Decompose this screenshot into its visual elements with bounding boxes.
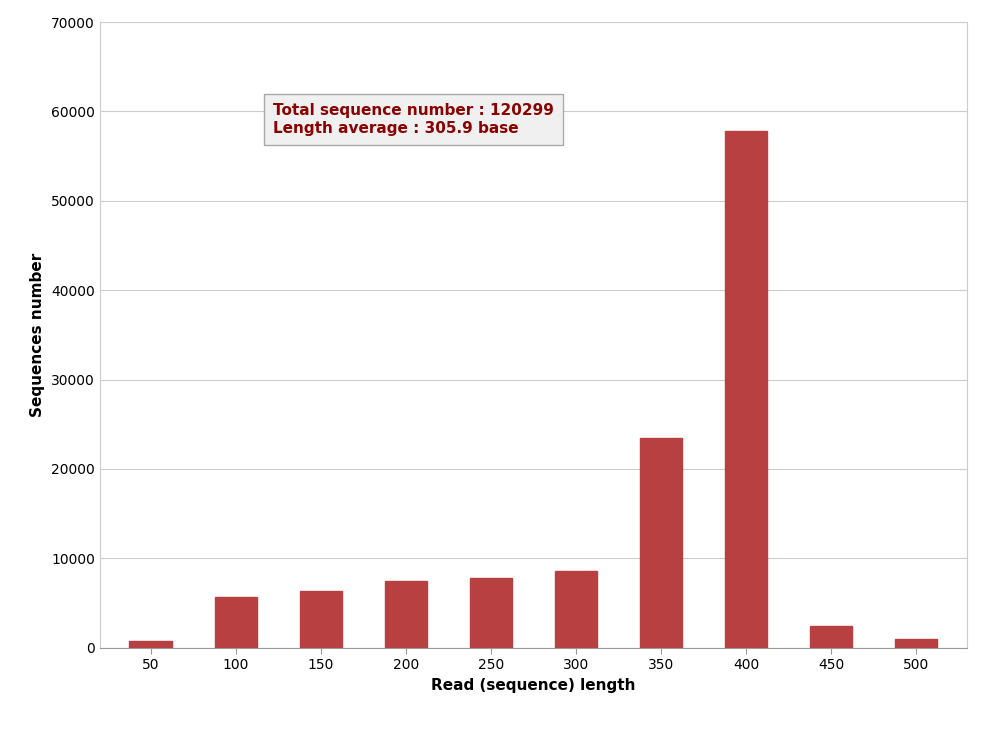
Bar bbox=[554, 571, 597, 648]
Y-axis label: Sequences number: Sequences number bbox=[30, 252, 46, 417]
Bar bbox=[299, 592, 342, 648]
Text: Total sequence number : 120299
Length average : 305.9 base: Total sequence number : 120299 Length av… bbox=[273, 104, 554, 136]
Bar bbox=[640, 438, 682, 648]
Bar bbox=[214, 597, 257, 648]
Bar bbox=[810, 626, 852, 648]
Bar bbox=[385, 581, 427, 648]
Bar bbox=[725, 131, 768, 648]
Bar bbox=[130, 642, 172, 648]
Bar bbox=[470, 578, 512, 648]
X-axis label: Read (sequence) length: Read (sequence) length bbox=[431, 678, 636, 693]
Bar bbox=[895, 639, 937, 648]
